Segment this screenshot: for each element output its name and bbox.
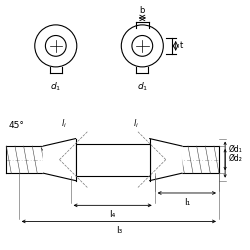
Bar [76,144,150,176]
Text: l₄: l₄ [110,210,116,219]
Polygon shape [44,138,76,180]
Text: 45°: 45° [9,120,25,130]
Text: Ød₁: Ød₁ [229,144,242,154]
Text: l₃: l₃ [116,226,122,235]
Text: $d_1$: $d_1$ [137,80,148,93]
Text: Ød₂: Ød₂ [229,154,243,163]
Text: l₁: l₁ [184,198,190,207]
Text: $d_1$: $d_1$ [50,80,62,93]
Text: b: b [140,6,145,16]
Text: $l_i$: $l_i$ [62,118,68,130]
Text: $l_i$: $l_i$ [133,118,139,130]
Text: t: t [180,42,183,50]
Polygon shape [150,138,182,180]
